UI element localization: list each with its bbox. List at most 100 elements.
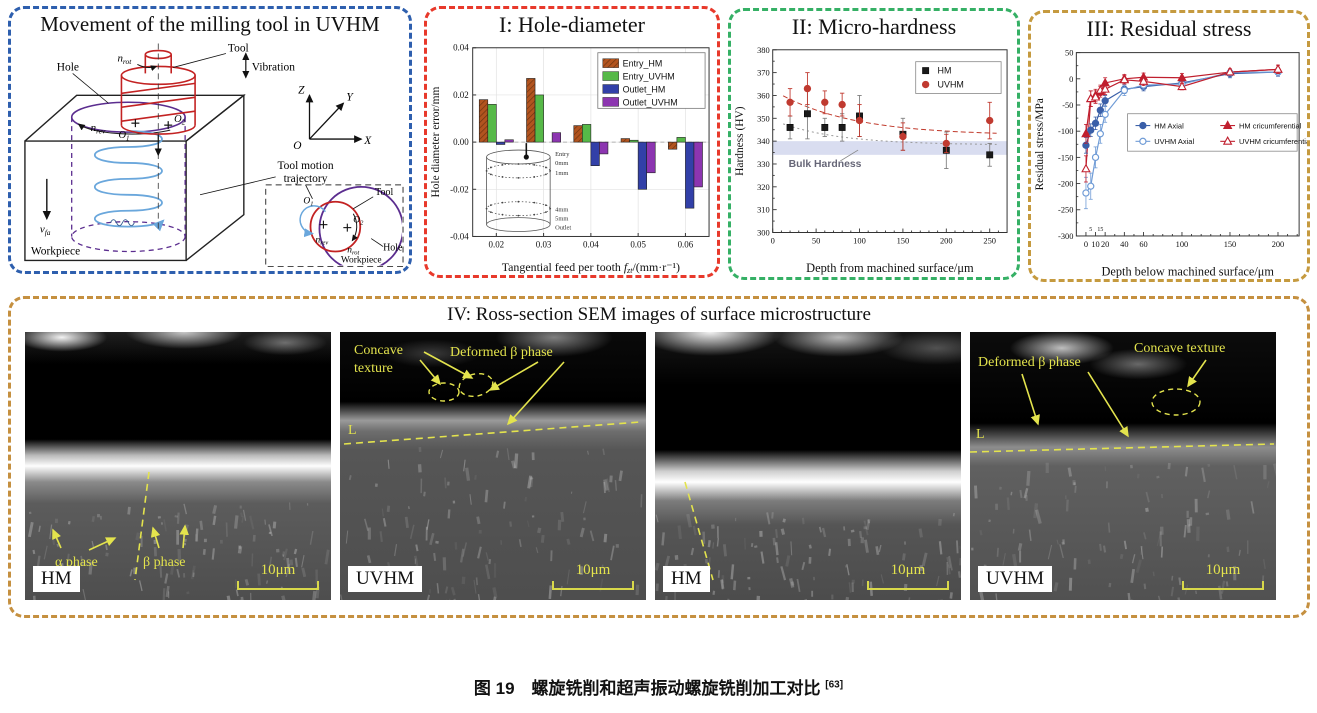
- sem-overlay-4: Deformed β phase Concave texture L: [970, 332, 1276, 600]
- svg-text:0.05: 0.05: [630, 239, 646, 249]
- tool-label: Tool: [228, 43, 249, 55]
- svg-text:HM: HM: [938, 66, 952, 76]
- series-HM: [787, 89, 993, 169]
- panel-hole-title: I: Hole-diameter: [427, 12, 717, 38]
- svg-text:Outlet_HM: Outlet_HM: [623, 84, 666, 94]
- svg-text:0: 0: [771, 235, 775, 245]
- svg-text:200: 200: [940, 235, 953, 245]
- sem-image-uvhm-2: Deformed β phase Concave texture L UVHM …: [970, 332, 1276, 600]
- svg-text:300: 300: [757, 227, 770, 237]
- sem-tag: HM: [33, 566, 80, 592]
- svg-text:UVHM: UVHM: [938, 80, 964, 90]
- sem-image-hm-2: HM 10μm: [655, 332, 961, 600]
- residual-stress-chart: 500-50-100-150-200-250-3000 10 20 40 60 100 15…: [1031, 43, 1307, 285]
- svg-text:-150: -150: [1058, 153, 1073, 162]
- svg-text:Residual stress/MPa: Residual stress/MPa: [1034, 98, 1046, 190]
- svg-text:Outlet: Outlet: [555, 225, 571, 232]
- scale-label: 10μm: [867, 562, 949, 579]
- svg-text:0: 0: [1069, 75, 1073, 84]
- sem-overlay-3: [655, 332, 961, 600]
- panel-sem-title: IV: Ross-section SEM images of surface m…: [11, 304, 1307, 326]
- svg-text:10: 10: [1091, 240, 1099, 249]
- svg-text:0.03: 0.03: [536, 239, 552, 249]
- deformed-arrow-icon: [1088, 372, 1128, 436]
- inset-workpiece-label: Workpiece: [341, 255, 382, 265]
- svg-text:Entry_UVHM: Entry_UVHM: [623, 72, 675, 82]
- svg-text:250: 250: [983, 235, 996, 245]
- svg-text:350: 350: [757, 113, 770, 123]
- svg-text:0.00: 0.00: [453, 137, 469, 147]
- svg-text:340: 340: [757, 136, 770, 146]
- svg-text:370: 370: [757, 68, 770, 78]
- panel-residual-stress: III: Residual stress 50 0 -50 -100 -150 -200-…: [1028, 10, 1310, 282]
- deformed-beta-label: Deformed β phase: [978, 355, 1081, 370]
- o2-label: O2: [174, 114, 186, 126]
- n-rev-label: nrev: [91, 122, 106, 135]
- svg-text:50: 50: [1065, 49, 1073, 58]
- micro-hardness-chart: 300 310 320 330 340 350 360 370 380 0 50 100 150 200 2…: [731, 41, 1017, 281]
- svg-text:-50: -50: [1062, 101, 1073, 110]
- movement-diagram: Hole Tool Vibration nrot nrev O1 O2 vfa …: [11, 37, 409, 271]
- svg-text:-0.02: -0.02: [450, 184, 469, 194]
- helix-trajectory-icon: [95, 131, 163, 227]
- svg-text:320: 320: [757, 182, 770, 192]
- panel-hole-diameter: I: Hole-diameter 0.04 0.02 0.00 -0.02 -0.04 0…: [424, 6, 720, 278]
- svg-text:HM cricumferential: HM cricumferential: [1239, 121, 1302, 130]
- scale-label: 10μm: [237, 562, 319, 579]
- svg-text:UVHM Axial: UVHM Axial: [1154, 137, 1194, 146]
- surface-dashed-line: [970, 444, 1274, 452]
- svg-text:5mm: 5mm: [555, 216, 568, 223]
- axis-x-label: X: [363, 135, 372, 147]
- legend: HM UVHM: [916, 62, 1001, 94]
- hole-depth-inset: [486, 143, 551, 231]
- svg-text:Bulk Hardness: Bulk Hardness: [789, 159, 862, 170]
- svg-text:0.04: 0.04: [583, 239, 599, 249]
- inset-nrot-label: nrot: [347, 246, 359, 257]
- vfa-label: vfa: [40, 224, 51, 237]
- svg-text:360: 360: [757, 90, 770, 100]
- figure-19: Movement of the milling tool in UVHM: [0, 0, 1317, 713]
- caption-chinese: 图 19 螺旋铣削和超声振动螺旋铣削加工对比 [63]: [0, 674, 1317, 699]
- concave-texture-label: texture: [354, 361, 393, 376]
- beta-arrow-icon: [153, 528, 159, 548]
- sem-tag: UVHM: [348, 566, 422, 592]
- svg-text:50: 50: [812, 235, 820, 245]
- inset-hole-label: Hole: [383, 243, 403, 254]
- concave-arrow-icon: [420, 360, 440, 384]
- scale-bar-icon: [867, 581, 949, 590]
- line-l-label: L: [976, 427, 985, 442]
- svg-text:Outlet_UVHM: Outlet_UVHM: [623, 97, 678, 107]
- concave-arrow-icon: [1188, 360, 1206, 386]
- svg-text:100: 100: [853, 235, 866, 245]
- hole-diameter-chart-box: 0.04 0.02 0.00 -0.02 -0.04 0.02 0.03 0.04 0.05 0.…: [427, 39, 717, 279]
- svg-text:100: 100: [1176, 240, 1189, 249]
- svg-text:-250: -250: [1058, 206, 1073, 215]
- svg-text:0.04: 0.04: [453, 43, 469, 53]
- svg-text:20: 20: [1101, 240, 1109, 249]
- residual-stress-chart-box: 50 0 -50 -100 -150 -200 -250 -300 0 10 20 40 60 100 15…: [1031, 43, 1307, 285]
- drill-scribble: [111, 220, 135, 226]
- micro-hardness-chart-box: 300 310 320 330 340 350 360 370 380 0 50 100 150 200 2…: [731, 41, 1017, 281]
- sem-overlay-2: Concave texture Deformed β phase L: [340, 332, 646, 600]
- workpiece-label: Workpiece: [31, 245, 80, 257]
- svg-text:-300: -300: [1058, 232, 1073, 241]
- leader-lines: [73, 54, 313, 199]
- concave-texture-label: Concave texture: [1134, 341, 1225, 356]
- figure-caption: 图 19 螺旋铣削和超声振动螺旋铣削加工对比 [63] Fig.19 Compa…: [0, 638, 1317, 713]
- panel-movement: Movement of the milling tool in UVHM: [8, 6, 412, 274]
- vibration-label: Vibration: [252, 61, 295, 73]
- svg-text:380: 380: [757, 45, 770, 55]
- origin-label: O: [293, 140, 301, 152]
- scale-bar-icon: [237, 581, 319, 590]
- svg-text:330: 330: [757, 159, 770, 169]
- svg-text:Hardness (HV): Hardness (HV): [734, 106, 746, 176]
- svg-text:UVHM cricumferential: UVHM cricumferential: [1239, 137, 1307, 146]
- svg-text:Entry: Entry: [555, 151, 570, 158]
- svg-text:1mm: 1mm: [555, 170, 568, 177]
- legend: HM Axial UVHM Axial HM cricumferential UVHM…: [1128, 114, 1307, 151]
- n-rot-label: nrot: [117, 52, 132, 65]
- reference-sup: [63]: [825, 679, 843, 690]
- scale-indicator: 10μm: [867, 562, 949, 590]
- scale-bar-icon: [1182, 581, 1264, 590]
- svg-text:150: 150: [897, 235, 910, 245]
